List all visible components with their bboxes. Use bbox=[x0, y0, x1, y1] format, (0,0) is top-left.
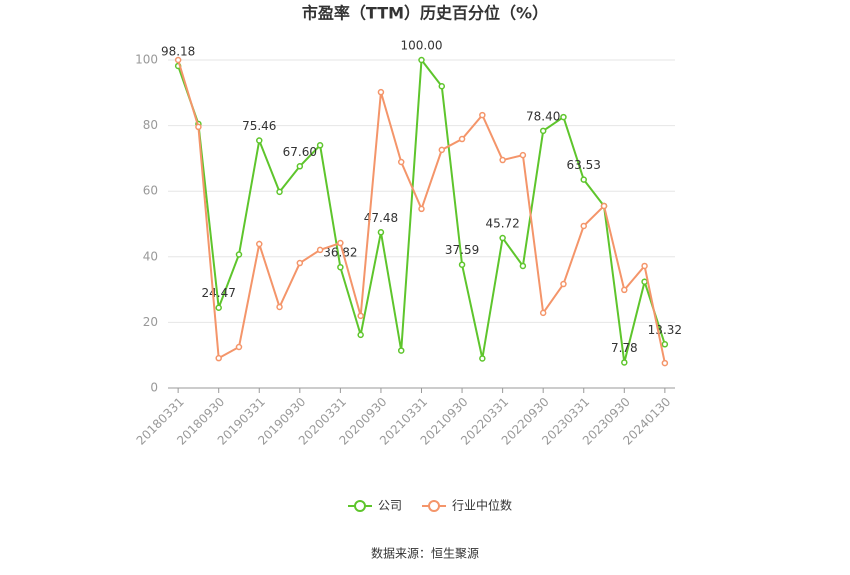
data-point bbox=[641, 278, 648, 285]
data-point bbox=[661, 341, 669, 348]
y-tick-label: 40 bbox=[143, 249, 158, 263]
data-point bbox=[418, 205, 425, 213]
data-point bbox=[397, 158, 405, 166]
data-label: 13.32 bbox=[648, 323, 682, 337]
data-label: 67.60 bbox=[283, 145, 317, 159]
data-point bbox=[539, 309, 547, 317]
data-label: 75.46 bbox=[242, 119, 276, 133]
data-point bbox=[499, 156, 506, 164]
y-tick-label: 20 bbox=[143, 315, 158, 329]
data-point bbox=[235, 251, 243, 258]
data-point bbox=[661, 359, 669, 367]
data-point bbox=[316, 246, 324, 254]
y-tick-label: 80 bbox=[143, 118, 158, 132]
data-point bbox=[195, 123, 202, 131]
data-point bbox=[377, 88, 385, 96]
y-tick-label: 100 bbox=[135, 53, 158, 67]
data-point bbox=[357, 312, 364, 320]
data-label: 78.40 bbox=[526, 109, 560, 123]
data-point bbox=[235, 343, 243, 351]
legend-label[interactable]: 行业中位数 bbox=[452, 498, 512, 513]
data-label: 24.47 bbox=[202, 286, 236, 300]
data-point bbox=[337, 239, 344, 247]
data-point bbox=[438, 82, 446, 90]
data-point bbox=[458, 261, 466, 268]
data-point bbox=[337, 263, 344, 271]
data-label: 100.00 bbox=[401, 39, 443, 53]
data-point bbox=[479, 355, 486, 362]
data-point bbox=[539, 127, 547, 135]
data-point bbox=[499, 234, 506, 242]
data-point bbox=[397, 347, 405, 354]
data-point bbox=[256, 240, 263, 248]
source-note: 数据来源：恒生聚源 bbox=[371, 546, 479, 561]
data-point bbox=[458, 135, 466, 143]
data-point bbox=[296, 163, 304, 170]
data-point bbox=[621, 286, 628, 294]
legend-marker[interactable] bbox=[354, 500, 366, 512]
legend-marker[interactable] bbox=[428, 500, 441, 512]
data-point bbox=[580, 222, 587, 230]
data-label: 63.53 bbox=[567, 158, 601, 172]
data-point bbox=[276, 188, 283, 196]
data-point bbox=[377, 229, 385, 236]
data-label: 7.78 bbox=[611, 341, 638, 355]
data-label: 37.59 bbox=[445, 243, 479, 257]
data-point bbox=[276, 303, 283, 311]
data-point bbox=[296, 259, 304, 267]
data-point bbox=[621, 359, 628, 366]
data-point bbox=[580, 176, 587, 183]
data-label: 36.82 bbox=[323, 246, 357, 260]
data-point bbox=[519, 262, 527, 270]
data-point bbox=[560, 280, 567, 288]
data-point bbox=[641, 262, 648, 270]
data-point bbox=[215, 354, 222, 362]
chart-title: 市盈率（TTM）历史百分位（%） bbox=[302, 4, 548, 23]
data-point bbox=[418, 56, 425, 64]
data-label: 98.18 bbox=[161, 44, 195, 58]
data-point bbox=[479, 111, 486, 119]
data-point bbox=[438, 146, 446, 154]
data-point bbox=[519, 151, 527, 159]
data-point bbox=[174, 56, 182, 64]
y-tick-label: 0 bbox=[150, 381, 158, 395]
data-point bbox=[600, 202, 608, 210]
data-label: 45.72 bbox=[485, 217, 519, 231]
data-point bbox=[560, 113, 567, 121]
data-point bbox=[316, 142, 324, 149]
legend-label[interactable]: 公司 bbox=[378, 499, 402, 513]
data-label: 47.48 bbox=[364, 211, 398, 225]
data-point bbox=[357, 331, 364, 339]
data-point bbox=[256, 137, 263, 144]
data-point bbox=[215, 304, 222, 311]
y-tick-label: 60 bbox=[143, 184, 158, 198]
